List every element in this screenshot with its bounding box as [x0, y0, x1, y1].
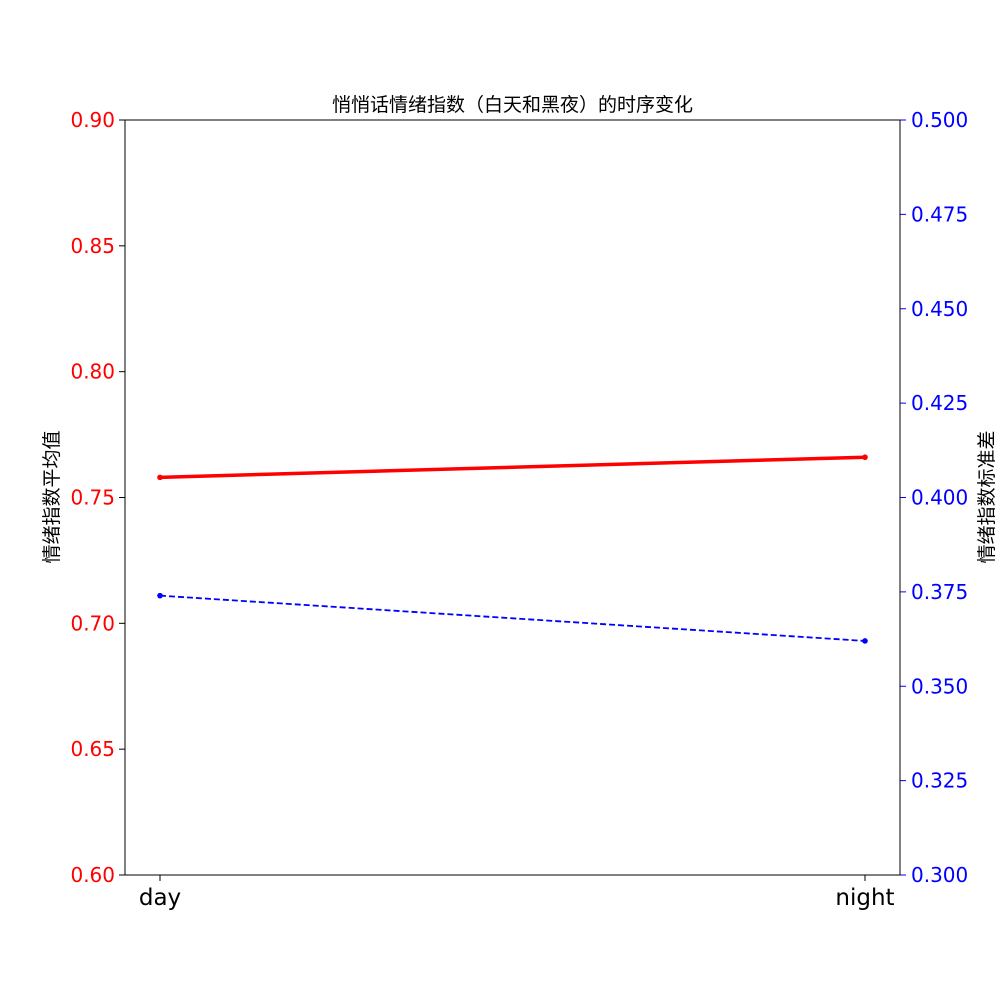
series-layer — [157, 454, 868, 644]
left-y-tick-label: 0.80 — [70, 360, 115, 384]
series-line-1 — [159, 455, 866, 480]
right-y-tick-label: 0.350 — [911, 674, 968, 698]
x-tick-label: night — [835, 885, 894, 911]
right-y-tick-label: 0.300 — [911, 863, 968, 887]
x-tick-label: day — [139, 885, 181, 911]
right-y-tick-label: 0.325 — [911, 769, 968, 793]
x-axis-ticks: day night — [139, 875, 895, 911]
right-y-axis-ticks: 0.300 0.325 0.350 0.375 0.400 0.425 0.450 0.475… — [900, 108, 968, 887]
right-y-tick-label: 0.400 — [911, 486, 968, 510]
plot-frame — [124, 119, 901, 876]
right-y-tick-label: 0.450 — [911, 297, 968, 321]
left-y-tick-label: 0.85 — [70, 234, 115, 258]
right-y-tick-label: 0.375 — [911, 580, 968, 604]
left-y-axis-ticks: 0.60 0.65 0.70 0.75 0.80 0.85 0.90 — [70, 108, 125, 887]
left-y-tick-label: 0.70 — [70, 611, 115, 635]
series-2-point — [862, 638, 868, 644]
left-y-tick-label: 0.60 — [70, 863, 115, 887]
series-line-2 — [159, 594, 866, 642]
right-y-tick-label: 0.475 — [911, 202, 968, 226]
left-y-tick-label: 0.75 — [70, 486, 115, 510]
left-y-axis-label: 情绪指数平均值 — [41, 430, 63, 563]
right-y-axis-label: 情绪指数标准差 — [976, 430, 998, 563]
chart-title: 悄悄话情绪指数（白天和黑夜）的时序变化 — [332, 94, 693, 116]
right-y-tick-label: 0.425 — [911, 391, 968, 415]
left-y-tick-label: 0.65 — [70, 737, 115, 761]
right-y-tick-label: 0.500 — [911, 108, 968, 132]
series-1-point — [862, 454, 868, 461]
series-2-point — [157, 592, 163, 599]
left-y-tick-label: 0.90 — [70, 108, 115, 132]
series-1-point — [157, 474, 163, 481]
